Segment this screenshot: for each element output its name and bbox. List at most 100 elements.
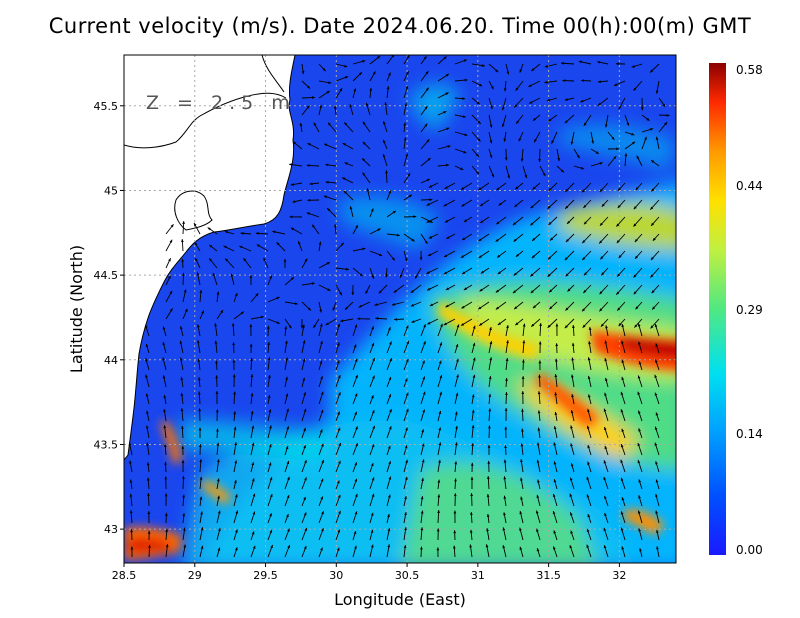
vector-arrow-icon xyxy=(488,80,494,90)
vector-arrow-icon xyxy=(522,165,528,179)
vector-arrow-icon xyxy=(461,301,473,309)
y-axis-ticks: 43 43.5 44 44.5 45 45.5 xyxy=(94,100,124,536)
vector-arrow-icon xyxy=(369,357,376,371)
vector-arrow-icon xyxy=(352,60,366,65)
vector-arrow-icon xyxy=(318,301,322,313)
vector-arrow-icon xyxy=(520,443,524,456)
vector-arrow-icon xyxy=(583,267,592,276)
vector-arrow-icon xyxy=(382,153,388,167)
vector-arrow-icon xyxy=(164,461,167,473)
vector-arrow-icon xyxy=(420,443,425,456)
vector-arrow-icon xyxy=(352,478,358,490)
y-tick-label: 44 xyxy=(104,354,118,367)
vector-arrow-icon xyxy=(471,148,480,158)
vector-arrow-icon xyxy=(633,199,643,210)
vector-arrow-icon xyxy=(349,206,354,218)
vector-arrow-icon xyxy=(233,426,237,439)
vector-arrow-icon xyxy=(544,63,558,68)
vector-arrow-icon xyxy=(344,301,354,311)
vector-arrow-icon xyxy=(335,480,340,490)
vector-arrow-icon xyxy=(369,493,375,507)
vector-arrow-icon xyxy=(656,546,660,558)
vector-arrow-icon xyxy=(537,391,541,405)
vector-arrow-icon xyxy=(512,284,524,294)
vector-arrow-icon xyxy=(284,460,290,473)
vector-arrow-icon xyxy=(212,272,218,286)
vector-arrow-icon xyxy=(197,377,201,388)
vector-arrow-icon xyxy=(352,88,357,99)
vector-arrow-icon xyxy=(335,510,341,524)
vector-arrow-icon xyxy=(369,55,381,65)
vector-arrow-icon xyxy=(369,409,375,422)
vector-arrow-icon xyxy=(290,227,303,235)
vector-arrow-icon xyxy=(335,391,341,405)
vector-arrow-icon xyxy=(326,207,337,218)
vector-arrow-icon xyxy=(620,527,626,541)
vector-arrow-icon xyxy=(437,374,443,388)
vector-arrow-icon xyxy=(454,165,464,171)
vector-arrow-icon xyxy=(471,357,476,371)
vector-arrow-icon xyxy=(420,123,428,133)
vector-arrow-icon xyxy=(196,340,201,354)
vector-arrow-icon xyxy=(569,493,575,507)
vector-arrow-icon xyxy=(460,250,473,259)
vector-arrow-icon xyxy=(267,341,271,354)
vector-arrow-icon xyxy=(556,165,565,173)
vector-arrow-icon xyxy=(403,102,408,116)
vector-arrow-icon xyxy=(352,411,357,422)
vector-arrow-icon xyxy=(318,511,324,524)
vector-arrow-icon xyxy=(249,324,253,337)
vector-arrow-icon xyxy=(362,172,371,184)
vector-arrow-icon xyxy=(335,411,340,422)
vector-arrow-icon xyxy=(470,462,474,473)
vector-arrow-icon xyxy=(267,275,273,286)
vector-arrow-icon xyxy=(163,443,167,456)
vector-arrow-icon xyxy=(535,510,541,524)
vector-arrow-icon xyxy=(650,250,660,261)
vector-arrow-icon xyxy=(420,459,425,473)
vector-arrow-icon xyxy=(301,324,305,337)
vector-arrow-icon xyxy=(250,392,254,405)
vector-arrow-icon xyxy=(621,359,626,371)
vector-arrow-icon xyxy=(655,343,660,354)
vector-arrow-icon xyxy=(553,478,558,490)
vector-arrow-icon xyxy=(544,80,558,84)
vector-arrow-icon xyxy=(437,323,443,337)
vector-arrow-icon xyxy=(403,476,408,490)
vector-arrow-icon xyxy=(503,495,507,507)
vector-arrow-icon xyxy=(655,493,660,507)
vector-arrow-icon xyxy=(239,245,252,252)
vector-arrow-icon xyxy=(533,131,541,143)
vector-arrow-icon xyxy=(570,463,575,473)
x-axis-ticks: 28.5 29 29.5 30 30.5 31 31.5 32 xyxy=(112,563,626,582)
vector-arrow-icon xyxy=(503,476,507,490)
vector-arrow-icon xyxy=(564,182,575,193)
vector-arrow-icon xyxy=(495,233,507,243)
vector-arrow-icon xyxy=(514,182,524,190)
vector-arrow-icon xyxy=(437,56,447,65)
vector-arrow-icon xyxy=(437,442,442,456)
vector-arrow-icon xyxy=(624,153,628,167)
vector-arrow-icon xyxy=(633,80,643,91)
vector-arrow-icon xyxy=(635,182,643,191)
vector-arrow-icon xyxy=(309,182,320,186)
vector-arrow-icon xyxy=(454,324,460,337)
vector-arrow-icon xyxy=(181,239,184,252)
vector-arrow-icon xyxy=(332,301,337,311)
vector-arrow-icon xyxy=(301,444,306,456)
vector-arrow-icon xyxy=(215,409,219,422)
vector-arrow-icon xyxy=(488,131,493,144)
vector-arrow-icon xyxy=(564,250,575,261)
vector-arrow-icon xyxy=(208,257,218,269)
vector-arrow-icon xyxy=(403,544,407,558)
vector-arrow-icon xyxy=(352,344,357,354)
vector-arrow-icon xyxy=(651,301,660,310)
vector-arrow-icon xyxy=(267,529,273,541)
vector-arrow-icon xyxy=(335,374,341,388)
vector-arrow-icon xyxy=(284,513,289,524)
vector-arrow-icon xyxy=(587,408,592,422)
vector-arrow-icon xyxy=(654,442,660,456)
vector-arrow-icon xyxy=(658,113,670,117)
vector-arrow-icon xyxy=(637,391,643,405)
vector-arrow-icon xyxy=(165,308,173,320)
